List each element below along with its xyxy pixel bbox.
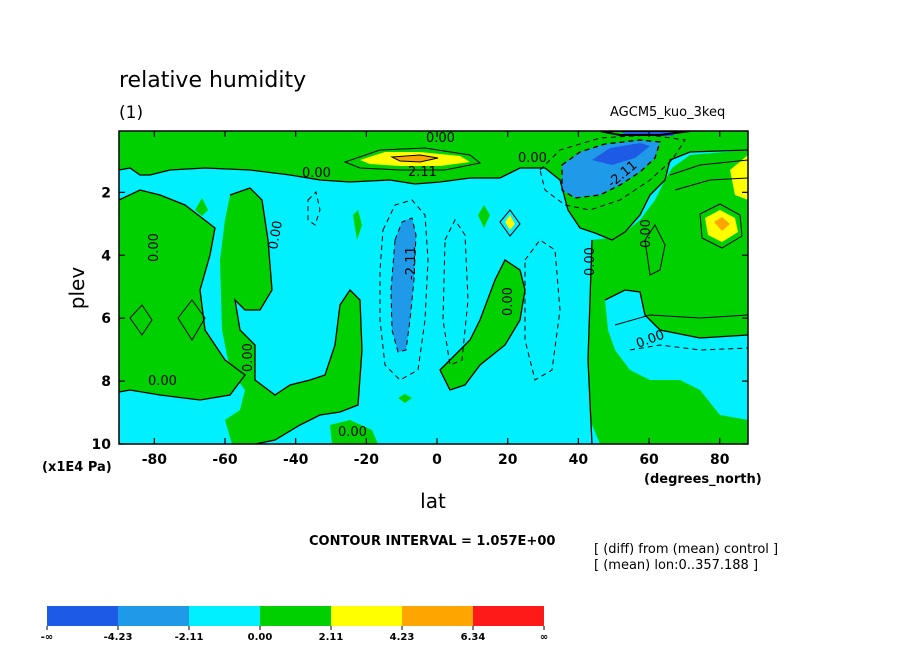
contour-neg-west-loop <box>307 191 321 226</box>
colorbar-label: 6.34 <box>461 632 486 643</box>
colorbar-label: -4.23 <box>104 632 133 643</box>
contour-top-strip <box>599 131 691 136</box>
contour-zero-west <box>119 189 246 401</box>
x-tick-label: 0 <box>432 452 442 468</box>
x-tick-label: 80 <box>710 452 730 468</box>
contour-neg-northern-outer <box>539 134 686 211</box>
colorbar-label: -∞ <box>41 632 53 643</box>
contour-neg-central-loop <box>442 219 469 366</box>
contour-label: 0.00 <box>426 131 455 146</box>
x-axis-label: lat <box>420 489 446 513</box>
colorbar-swatch <box>402 606 473 626</box>
field-positive-north-cell <box>478 205 490 228</box>
colorbar-label: 2.11 <box>319 632 344 643</box>
x-tick-label: -80 <box>142 452 168 468</box>
contour-pos-west-diamond <box>177 299 206 341</box>
chart-subtitle: (1) <box>119 103 144 123</box>
contour-neg-tropical-core <box>390 217 417 353</box>
contour-pos-upper-jet <box>343 147 482 171</box>
colorbar-swatch <box>189 606 260 626</box>
plot-frame <box>118 130 749 445</box>
field-positive-mid-cell <box>353 210 362 240</box>
y-units-label: (x1E4 Pa) <box>42 460 112 475</box>
colorbar-swatch <box>47 606 118 626</box>
contour-label: 0.00 <box>501 287 516 316</box>
field-negative-east-hole <box>605 290 748 420</box>
y-tick-label: 2 <box>101 185 111 201</box>
x-units-label: (degrees_north) <box>644 472 762 487</box>
y-tick-label: 8 <box>101 374 111 390</box>
field-high-tiny-cell <box>505 215 515 230</box>
field-positive-west-cell <box>119 190 245 400</box>
y-tick-label: 10 <box>92 437 112 453</box>
contour-zero-central <box>439 259 526 391</box>
contour-label: -2.11 <box>404 246 419 280</box>
x-tick-label: 20 <box>498 452 518 468</box>
contour-zero-east-hole <box>604 289 748 339</box>
field-positive-central-tongue <box>440 260 525 390</box>
colorbar-label: 4.23 <box>390 632 415 643</box>
contour-neg-south-east <box>629 344 748 351</box>
field-higher-east-cell <box>714 217 730 231</box>
field-high-edge-cell <box>730 155 748 200</box>
contour-pos-far-west-diamond <box>129 304 153 336</box>
contour-pos-east-small <box>499 209 521 237</box>
x-tick-label: 40 <box>569 452 589 468</box>
colorbar-label: ∞ <box>540 632 548 643</box>
contour-label: 0.00 <box>302 166 331 181</box>
field-positive-small-cell <box>398 394 412 403</box>
contour-pos-east-mid <box>614 314 748 326</box>
contour-zero-central-west <box>229 187 363 444</box>
contour-neg-tropical-outer <box>379 199 429 381</box>
field-negative-northern-inner <box>592 143 650 165</box>
contour-interval: CONTOUR INTERVAL = 1.057E+00 <box>309 534 556 549</box>
x-tick-label: -40 <box>283 452 309 468</box>
contour-pos-east-cell <box>699 203 743 249</box>
colorbar-label: -2.11 <box>175 632 204 643</box>
y-axis-label: plev <box>65 267 89 310</box>
x-tick-label: -60 <box>212 452 238 468</box>
contour-neg-northern-core <box>561 139 661 199</box>
contour-label: 2.11 <box>408 165 437 180</box>
model-label: AGCM5_kuo_3keq <box>610 105 726 120</box>
colorbar-swatch <box>473 606 544 626</box>
contour-label: 0.00 <box>518 151 547 166</box>
contour-label: 0.00 <box>583 247 598 276</box>
contour-pos-east-upper-2 <box>674 177 748 191</box>
contour-label: 0.00 <box>266 220 286 251</box>
contour-neg-east-loop <box>524 239 561 381</box>
contour-label: 0.00 <box>148 374 177 389</box>
chart-title: relative humidity <box>119 68 307 93</box>
contour-label: 0.00 <box>147 233 162 262</box>
y-tick-label: 6 <box>101 311 111 327</box>
contour-zero-east <box>587 239 593 444</box>
contour-label: 0.00 <box>338 425 367 440</box>
contour-label: 0.00 <box>241 343 256 372</box>
x-tick-label: -20 <box>354 452 380 468</box>
colorbar-swatch <box>260 606 331 626</box>
contour-pos-east-ring <box>644 224 666 276</box>
contour-pos-east-upper <box>669 159 748 176</box>
field-negative-tropical-core <box>391 218 416 352</box>
x-tick-label: 60 <box>639 452 659 468</box>
note-line-2: [ (mean) lon:0..357.188 ] <box>594 558 759 573</box>
colorbar-swatch <box>118 606 189 626</box>
contour-label: 0.00 <box>639 219 654 248</box>
note-line-1: [ (diff) from (mean) control ] <box>594 542 779 557</box>
y-tick-label: 4 <box>101 248 111 264</box>
contour-pos-upper-jet-inner <box>390 154 439 163</box>
colorbar-label: 0.00 <box>248 632 273 643</box>
field-positive-tiny-cell <box>195 198 208 216</box>
contour-zero-upper <box>119 149 748 241</box>
field-positive-central-west-cell <box>220 188 362 444</box>
colorbar-swatch <box>331 606 402 626</box>
